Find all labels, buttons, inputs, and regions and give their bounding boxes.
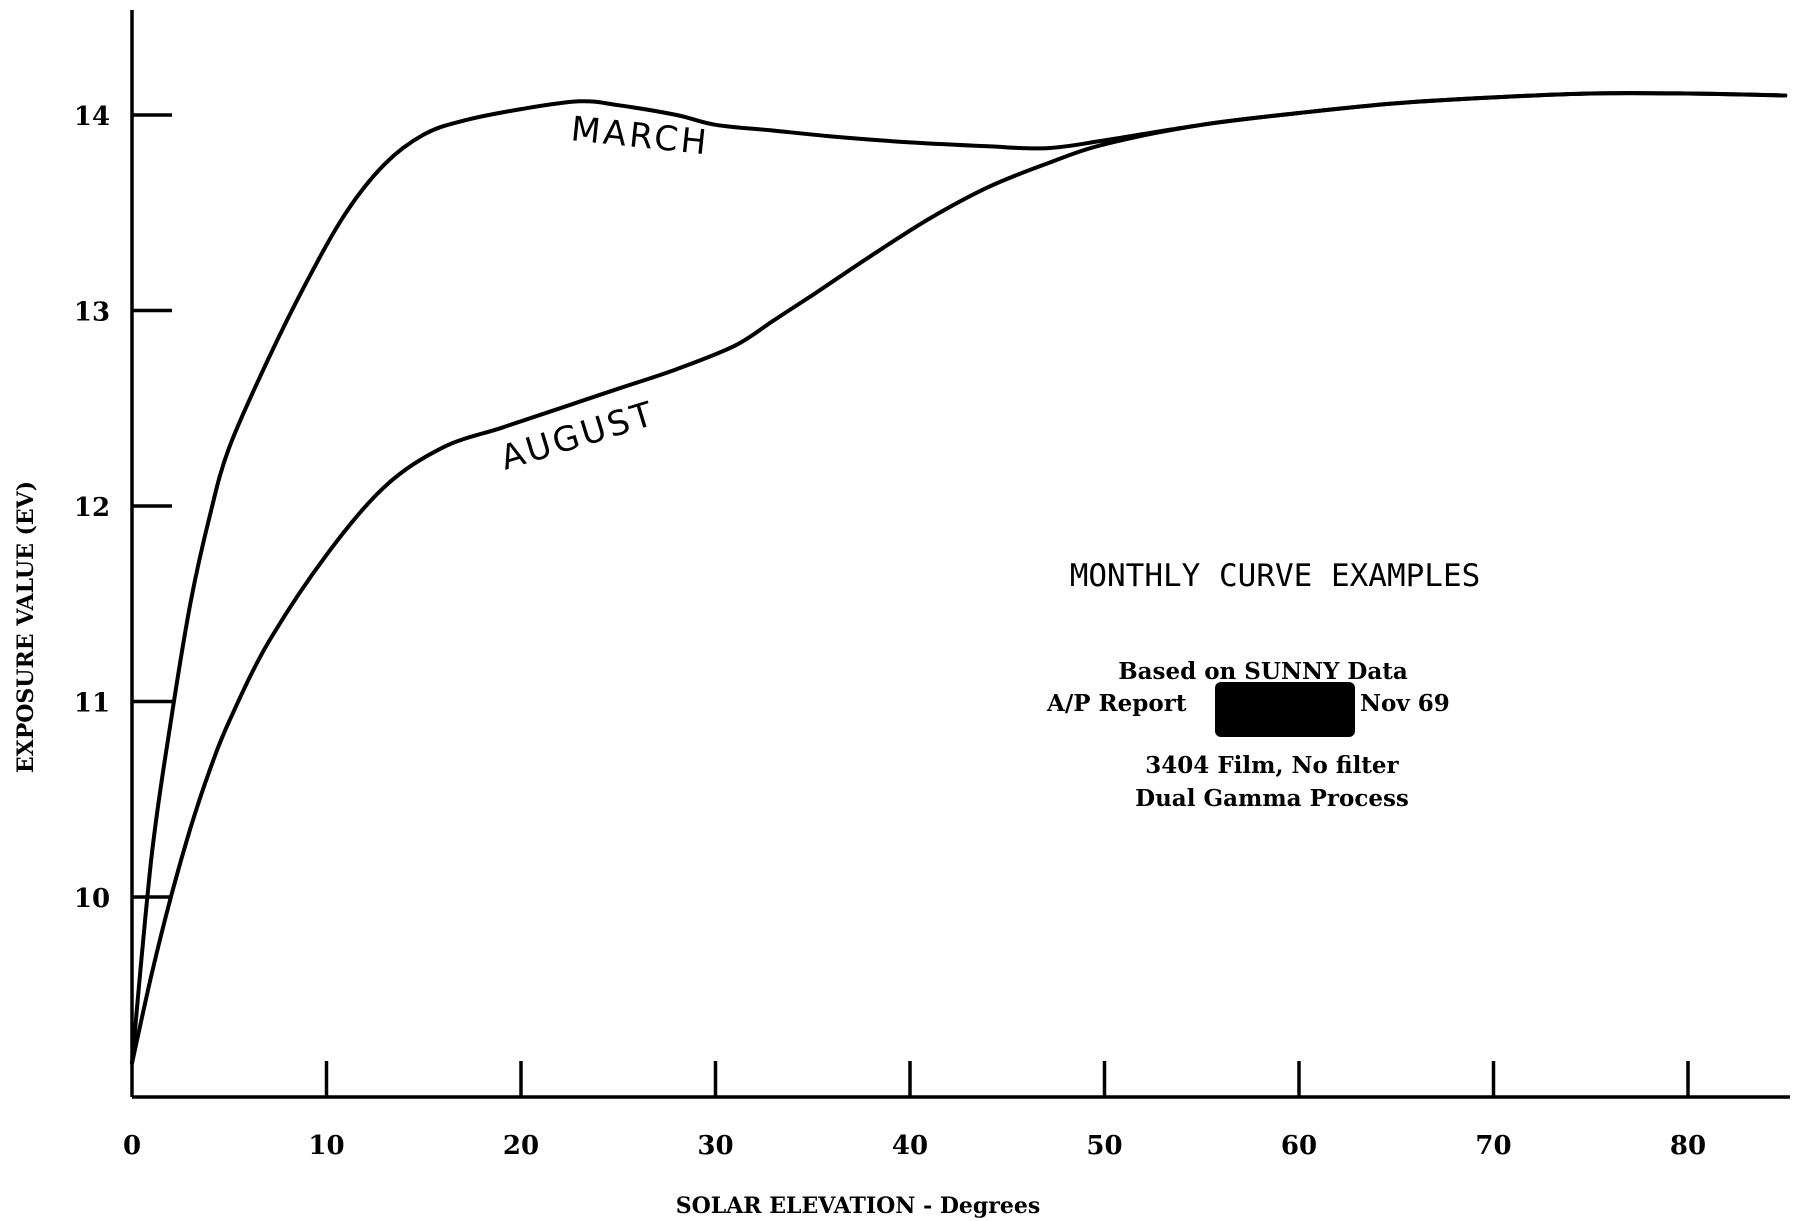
x-tick-label-30: 30 bbox=[697, 1131, 733, 1161]
y-tick-label-14: 14 bbox=[74, 102, 110, 132]
y-tick-label-11: 11 bbox=[74, 689, 110, 719]
y-tick-label-13: 13 bbox=[74, 298, 110, 328]
note-report-date: Nov 69 bbox=[1360, 690, 1450, 717]
x-tick-label-70: 70 bbox=[1475, 1131, 1511, 1161]
tick-label-group: 0 10 20 30 40 50 60 70 80 10 11 12 13 14 bbox=[74, 102, 1706, 1161]
y-tick-label-10: 10 bbox=[74, 884, 110, 914]
x-tick-label-20: 20 bbox=[503, 1131, 539, 1161]
x-tick-label-0: 0 bbox=[123, 1131, 141, 1161]
x-tick-label-60: 60 bbox=[1281, 1131, 1317, 1161]
x-tick-label-40: 40 bbox=[892, 1131, 928, 1161]
x-axis-title: SOLAR ELEVATION - Degrees bbox=[676, 1193, 1041, 1219]
august-series-label: AUGUST bbox=[496, 394, 660, 479]
note-film: 3404 Film, No filter bbox=[1145, 752, 1399, 779]
note-report: A/P Report bbox=[1046, 690, 1187, 717]
chart-title: MONTHLY CURVE EXAMPLES bbox=[1070, 558, 1481, 594]
august-curve bbox=[130, 91, 1788, 1066]
x-tick-label-50: 50 bbox=[1086, 1131, 1122, 1161]
y-axis-title: EXPOSURE VALUE (EV) bbox=[13, 481, 39, 773]
y-tick-label-12: 12 bbox=[74, 493, 110, 523]
note-process: Dual Gamma Process bbox=[1135, 785, 1409, 812]
tick-group bbox=[132, 113, 1690, 1097]
march-curve bbox=[130, 91, 1788, 1066]
note-data-source: Based on SUNNY Data bbox=[1118, 658, 1408, 685]
x-tick-label-80: 80 bbox=[1670, 1131, 1706, 1161]
redaction-box bbox=[1215, 682, 1355, 737]
x-tick-label-10: 10 bbox=[308, 1131, 344, 1161]
